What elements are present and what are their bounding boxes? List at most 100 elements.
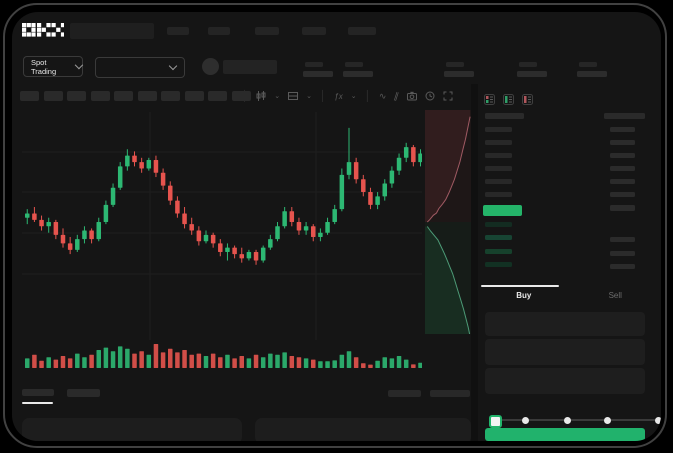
order-type-field[interactable] (485, 312, 645, 336)
stat-value-placeholder (343, 71, 373, 77)
bid-price-placeholder (485, 248, 512, 254)
chart-layout-icon[interactable] (288, 91, 299, 101)
ticker-placeholder (70, 23, 154, 39)
slider-handle[interactable] (489, 415, 502, 428)
fullscreen-icon[interactable] (443, 91, 453, 101)
divider: │ (364, 90, 371, 102)
amount-field[interactable] (485, 368, 645, 394)
chevron-down-icon (168, 61, 178, 71)
timeframe-button[interactable] (161, 91, 180, 101)
ask-amount-placeholder (610, 127, 635, 132)
stat-value-placeholder (517, 71, 547, 77)
price-field[interactable] (485, 339, 645, 365)
stat-value-placeholder (303, 71, 333, 77)
stat-label-placeholder (345, 62, 363, 67)
orderbook-view-asks-only[interactable] (522, 92, 533, 105)
slider-stop[interactable] (655, 417, 661, 424)
chevron-down-icon (75, 60, 84, 70)
ask-price-placeholder (485, 140, 512, 145)
ask-price-placeholder (485, 153, 512, 158)
timeframe-button[interactable] (114, 91, 133, 101)
pair-selector[interactable] (95, 57, 185, 78)
volume-chart (25, 344, 422, 368)
market-type-selector[interactable]: Spot Trading (23, 56, 84, 77)
chevron-down-icon[interactable]: ⌄ (350, 93, 357, 100)
bottom-link-placeholder[interactable] (388, 390, 421, 397)
timeframe-button[interactable] (137, 91, 157, 101)
bid-amount-placeholder (610, 237, 635, 243)
bottom-tab-orders[interactable] (22, 389, 54, 396)
panel-divider (471, 84, 478, 441)
slider-stop[interactable] (604, 417, 611, 424)
trade-tabs: Buy Sell (478, 287, 661, 305)
stat-value-placeholder (444, 71, 474, 77)
chevron-down-icon[interactable]: ⌄ (306, 93, 312, 100)
compare-icon[interactable]: ∥ (393, 90, 401, 101)
orderbook-header-amount (604, 113, 645, 119)
chart-toolbar-icons: │⌄⌄│ƒx⌄│∿∥ (242, 87, 453, 105)
bid-price-placeholder (485, 235, 512, 241)
stat-label-placeholder (519, 62, 537, 67)
stat-value-placeholder (577, 71, 607, 77)
ask-price-placeholder (485, 192, 512, 197)
depth-chart[interactable] (425, 110, 471, 334)
amount-placeholder (610, 205, 635, 211)
timeframe-button[interactable] (20, 91, 39, 101)
nav-item-placeholder[interactable] (348, 27, 376, 35)
stat-label-placeholder (579, 62, 597, 67)
timezone-clock-icon[interactable] (425, 91, 435, 101)
buy-tab-indicator (481, 285, 559, 287)
timeframe-button[interactable] (208, 91, 227, 101)
bid-amount-placeholder (610, 264, 635, 270)
timeframe-button[interactable] (67, 91, 86, 101)
ask-amount-placeholder (610, 166, 635, 171)
indicators-fx-icon[interactable]: ƒx (334, 91, 343, 101)
chevron-down-icon[interactable]: ⌄ (274, 93, 281, 100)
ask-price-placeholder (485, 179, 512, 184)
tab-sell[interactable]: Sell (608, 291, 622, 300)
nav-item-placeholder[interactable] (167, 27, 189, 35)
okx-logo (22, 23, 64, 37)
bid-price-placeholder (485, 222, 512, 227)
ask-amount-placeholder (610, 179, 635, 184)
bottom-tab-history[interactable] (67, 389, 100, 397)
ask-price-placeholder (485, 166, 512, 171)
orders-panel (22, 418, 242, 441)
timeframe-button[interactable] (43, 91, 63, 101)
candle-style-icon[interactable] (256, 91, 266, 101)
divider: │ (320, 90, 327, 102)
slider-stop[interactable] (522, 417, 529, 424)
ask-price-placeholder (485, 127, 512, 132)
line-tools-icon[interactable]: ∿ (378, 90, 387, 101)
orderbook-view-bids-only[interactable] (503, 92, 514, 105)
orderbook-view-split-book[interactable] (484, 92, 495, 105)
bottom-link-placeholder[interactable] (430, 390, 470, 397)
stat-label-placeholder (446, 62, 464, 67)
market-type-label: Spot Trading (31, 57, 57, 76)
bid-price-placeholder (485, 262, 512, 268)
stat-label-placeholder (305, 62, 323, 67)
positions-panel (255, 418, 471, 441)
ask-amount-placeholder (610, 153, 635, 158)
nav-item-placeholder[interactable] (302, 27, 326, 35)
active-tab-underline (22, 402, 53, 404)
snapshot-camera-icon[interactable] (406, 91, 417, 101)
buy-submit-button[interactable] (485, 428, 645, 441)
amount-slider-track[interactable] (492, 419, 656, 421)
orderbook-header-price (485, 113, 524, 119)
timeframe-button[interactable] (184, 91, 204, 101)
pair-name-placeholder (223, 60, 277, 74)
timeframe-button[interactable] (90, 91, 110, 101)
timeframe-button[interactable] (231, 91, 251, 101)
candlestick-chart[interactable] (22, 112, 422, 340)
ask-amount-placeholder (610, 140, 635, 145)
bid-amount-placeholder (610, 250, 635, 256)
nav-item-placeholder[interactable] (208, 27, 230, 35)
slider-stop[interactable] (564, 417, 571, 424)
nav-item-placeholder[interactable] (255, 27, 279, 35)
trading-app: Spot Trading │⌄⌄│ƒx⌄│∿∥ Buy (12, 12, 661, 441)
tab-buy[interactable]: Buy (516, 291, 532, 300)
coin-avatar (202, 58, 219, 75)
last-price-bar (483, 205, 522, 216)
